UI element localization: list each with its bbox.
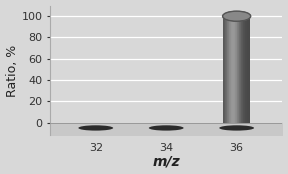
Polygon shape [230,16,231,123]
Polygon shape [239,16,240,123]
Ellipse shape [78,125,113,131]
Polygon shape [231,16,232,123]
Polygon shape [248,16,249,123]
Polygon shape [243,16,244,123]
Polygon shape [229,16,230,123]
Ellipse shape [223,11,251,21]
Ellipse shape [219,125,254,131]
Polygon shape [223,16,224,123]
Polygon shape [228,16,229,123]
Polygon shape [237,16,238,123]
Polygon shape [244,16,245,123]
X-axis label: m/z: m/z [152,155,180,168]
Polygon shape [225,16,226,123]
Polygon shape [236,16,237,123]
Polygon shape [232,16,233,123]
Polygon shape [227,16,228,123]
Polygon shape [235,16,236,123]
Polygon shape [234,16,235,123]
Polygon shape [240,16,241,123]
Polygon shape [238,16,239,123]
Polygon shape [246,16,247,123]
Polygon shape [249,16,250,123]
Polygon shape [224,16,225,123]
Polygon shape [242,16,243,123]
Ellipse shape [149,125,184,131]
Polygon shape [247,16,248,123]
Polygon shape [233,16,234,123]
Polygon shape [241,16,242,123]
Y-axis label: Ratio, %: Ratio, % [5,44,18,97]
Polygon shape [226,16,227,123]
Polygon shape [245,16,246,123]
